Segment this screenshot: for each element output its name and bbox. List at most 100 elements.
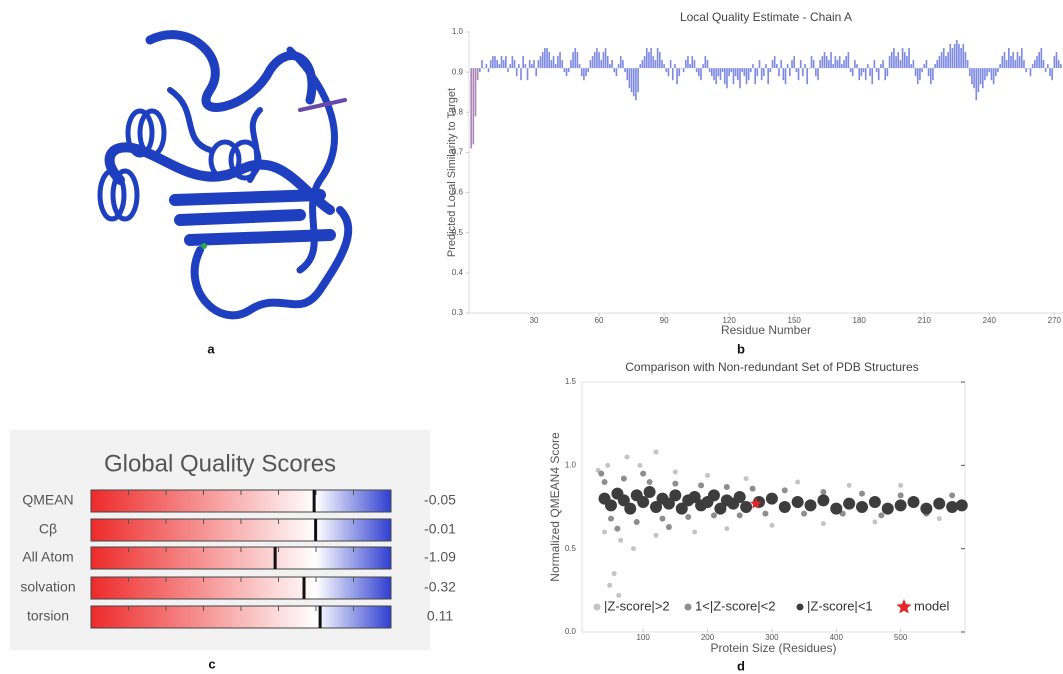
x-tick-label: 90 (660, 316, 669, 325)
point (659, 515, 666, 522)
bar (719, 68, 722, 81)
bar (602, 52, 605, 69)
bar (771, 60, 774, 69)
bar (958, 44, 960, 69)
bar (760, 68, 763, 81)
bar (561, 60, 564, 69)
bar (912, 60, 915, 69)
point (672, 480, 679, 487)
bar (580, 68, 583, 77)
point (643, 486, 656, 498)
score-value: -0.01 (424, 521, 456, 537)
x-tick-label: 150 (788, 316, 802, 325)
point (736, 512, 743, 519)
bar (782, 68, 785, 81)
point (936, 516, 942, 522)
bar (656, 48, 659, 69)
bar (977, 68, 980, 93)
bar (585, 68, 587, 77)
bar (628, 68, 631, 89)
chart-title: Comparison with Non-redundant Set of PDB… (625, 360, 918, 374)
point (688, 491, 701, 503)
bar (702, 64, 704, 69)
bar (888, 56, 891, 69)
bar (1023, 60, 1025, 69)
bar (979, 68, 982, 85)
bar (674, 64, 676, 69)
bar (784, 68, 787, 85)
point (843, 497, 856, 510)
bar (864, 68, 867, 81)
bar (617, 64, 620, 69)
bar (1005, 60, 1008, 69)
bar (728, 68, 730, 77)
point (624, 454, 630, 460)
bar (1049, 68, 1051, 77)
bar (968, 68, 971, 77)
bar (828, 60, 830, 69)
point (781, 487, 788, 494)
bar (953, 44, 956, 69)
point (604, 499, 617, 512)
bar (908, 48, 910, 69)
bar (479, 68, 481, 73)
bar (1010, 56, 1012, 69)
row-label: Cβ (39, 521, 57, 537)
bar (509, 64, 512, 69)
bar (515, 68, 518, 77)
score-value: -0.32 (424, 579, 456, 595)
point (898, 482, 904, 488)
point (617, 494, 630, 507)
point (607, 515, 614, 522)
bar (847, 52, 850, 69)
bar (524, 64, 527, 69)
bar (836, 60, 839, 69)
point (733, 491, 746, 503)
point (698, 482, 705, 489)
point (616, 592, 622, 598)
point (614, 525, 621, 532)
point (949, 492, 956, 499)
bar (1014, 60, 1017, 69)
bar (494, 56, 496, 69)
bar (758, 60, 761, 69)
point (878, 512, 885, 519)
point (650, 501, 663, 513)
bar (767, 68, 769, 85)
point (933, 497, 946, 510)
bar (975, 68, 978, 101)
bar (819, 60, 822, 69)
bar (500, 56, 503, 69)
bar (611, 60, 613, 69)
bar (910, 64, 913, 69)
bar (557, 56, 559, 69)
bar (776, 64, 778, 69)
point (907, 496, 920, 508)
bar (591, 56, 594, 69)
bar (648, 52, 650, 69)
bar (604, 48, 607, 69)
point (846, 482, 852, 488)
score-value: -1.09 (424, 549, 456, 565)
x-tick-label: 300 (765, 633, 779, 642)
point (669, 489, 682, 502)
bar (862, 68, 865, 73)
bar (754, 68, 756, 85)
bar (778, 68, 780, 77)
point (692, 529, 698, 535)
bar (962, 44, 965, 69)
bar (789, 68, 791, 77)
bar (1057, 60, 1060, 69)
bar (919, 68, 921, 81)
bar (875, 68, 878, 73)
point (724, 526, 730, 532)
bar (526, 68, 529, 81)
bar (609, 64, 611, 69)
bar (940, 52, 943, 69)
bar (925, 60, 928, 69)
bar (520, 68, 522, 81)
bar (693, 60, 696, 69)
point (946, 501, 959, 513)
point (618, 537, 624, 543)
